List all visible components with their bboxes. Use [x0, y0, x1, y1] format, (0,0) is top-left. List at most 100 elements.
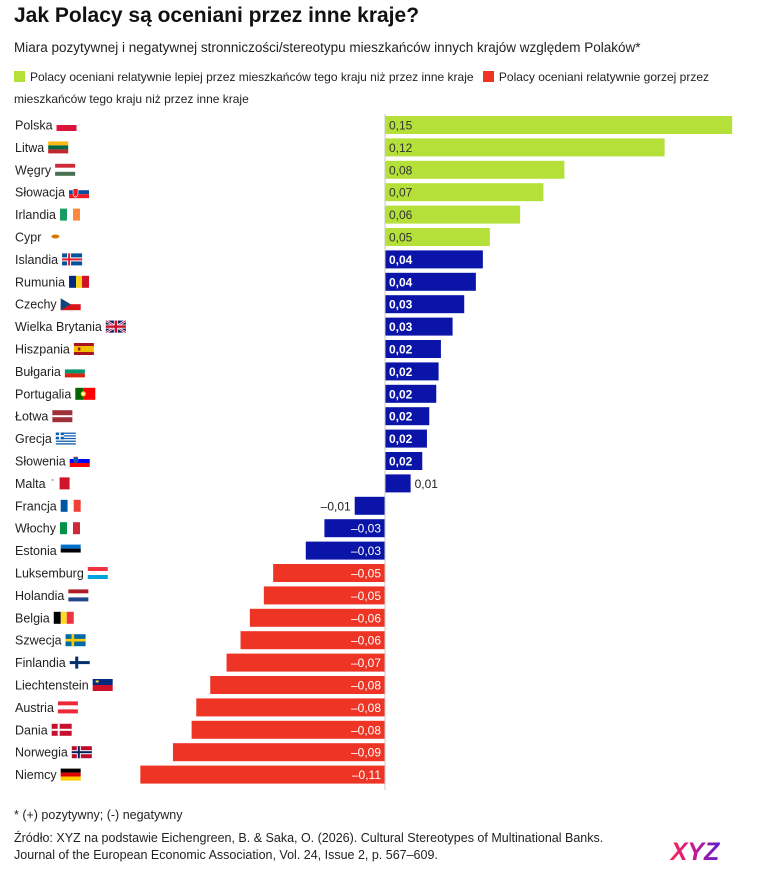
bar-Dania [191, 720, 385, 739]
value-label: 0,02 [389, 343, 413, 357]
legend-label-negative: Polacy oceniani relatywnie gorzej przez … [14, 70, 710, 106]
bar-Finlandia [226, 653, 385, 672]
logo-text: XYZ [669, 838, 721, 864]
flag-mt-icon [49, 477, 70, 490]
country-label: Grecja [15, 432, 52, 446]
flag-li-icon [92, 679, 113, 691]
bar-row: Grecja 0,02 [15, 429, 427, 448]
country-label: Cypr [15, 231, 41, 245]
country-label: Litwa [15, 141, 44, 155]
value-label: –0,06 [351, 634, 381, 648]
bar-row: Liechtenstein –0,08 [15, 676, 385, 694]
footnote: * (+) pozytywny; (-) negatywny [14, 808, 183, 822]
bar-Francja [354, 496, 385, 515]
bar-Austria [196, 698, 385, 717]
value-label: –0,01 [321, 499, 351, 513]
country-label: Portugalia [15, 387, 71, 401]
bar-Litwa [385, 138, 665, 157]
value-label: 0,03 [389, 298, 413, 312]
xyz-logo: XYZ [669, 838, 721, 864]
bar-Islandia [385, 250, 483, 269]
chart-subtitle: Miara pozytywnej i negatywnej stronniczo… [14, 40, 641, 55]
country-label: Włochy [15, 522, 57, 536]
country-label: Rumunia [15, 275, 65, 289]
bar-chart: Polska 0,15 Litwa 0,12 Węgry 0,08 Słowacja 0,07… [15, 114, 733, 790]
flag-de-icon [60, 768, 81, 781]
bar-row: Polska 0,15 [15, 116, 733, 134]
bar-Bułgaria [385, 362, 439, 381]
legend-item-positive: Polacy oceniani relatywnie lepiej przez … [14, 70, 474, 84]
country-label: Norwegia [15, 746, 68, 760]
bar-row: Łotwa 0,02 [15, 407, 430, 426]
source-note: Źródło: XYZ na podstawie Eichengreen, B.… [14, 831, 604, 862]
country-label: Luksemburg [15, 567, 84, 581]
legend-item-negative: Polacy oceniani relatywnie gorzej przez … [14, 70, 709, 106]
value-label: –0,09 [351, 746, 381, 760]
bar-Szwecja [240, 631, 385, 650]
bar-Liechtenstein [210, 676, 385, 694]
flag-se-icon [65, 634, 86, 647]
bar-row: Węgry 0,08 [15, 160, 565, 179]
flag-lv-icon [52, 410, 73, 423]
value-label: 0,05 [389, 231, 413, 245]
bar-row: Malta 0,01 [15, 474, 438, 493]
country-label: Słowacja [15, 186, 65, 200]
flag-no-icon [71, 746, 92, 759]
flag-it-icon [59, 522, 80, 535]
bar-Cypr [385, 228, 490, 246]
flag-ie-icon [60, 208, 80, 221]
flag-at-icon [57, 701, 78, 714]
country-label: Łotwa [15, 410, 48, 424]
value-label: 0,02 [389, 455, 413, 469]
bar-row: Portugalia 0,02 [15, 384, 437, 403]
country-label: Szwecja [15, 634, 62, 648]
bar-row: Czechy 0,03 [15, 295, 465, 314]
legend-swatch-positive [14, 71, 25, 82]
bar-Polska [385, 116, 733, 134]
bar-row: Austria –0,08 [15, 698, 385, 717]
bar-row: Wielka Brytania 0,03 [15, 317, 453, 336]
country-label: Irlandia [15, 208, 56, 222]
country-label: Finlandia [15, 656, 66, 670]
value-label: 0,07 [389, 186, 413, 200]
country-label: Dania [15, 723, 48, 737]
bar-Portugalia [385, 384, 437, 403]
country-label: Hiszpania [15, 343, 70, 357]
value-label: –0,03 [351, 522, 381, 536]
flag-bg-icon [64, 365, 85, 378]
bar-row: Szwecja –0,06 [15, 631, 385, 650]
value-label: –0,05 [351, 567, 381, 581]
bar-Czechy [385, 295, 465, 314]
country-label: Islandia [15, 253, 58, 267]
legend: Polacy oceniani relatywnie lepiej przez … [14, 66, 754, 110]
value-label: 0,02 [389, 432, 413, 446]
value-label: –0,08 [351, 679, 381, 693]
bar-Słowacja [385, 183, 544, 202]
bar-Belgia [249, 608, 385, 627]
flag-nl-icon [68, 589, 89, 602]
country-label: Francja [15, 499, 57, 513]
bar-Irlandia [385, 205, 521, 224]
bar-row: Irlandia 0,06 [15, 205, 521, 224]
country-label: Malta [15, 477, 46, 491]
flag-cz-icon [60, 298, 81, 311]
value-label: 0,08 [389, 163, 413, 177]
bar-Włochy [324, 519, 385, 538]
bar-row: Norwegia –0,09 [15, 743, 385, 762]
flag-gb-icon [105, 319, 127, 334]
bar-row: Włochy –0,03 [15, 519, 385, 538]
flag-be-icon [53, 611, 74, 624]
flag-hu-icon [55, 163, 76, 176]
bar-row: Islandia 0,04 [15, 250, 483, 269]
bar-row: Dania –0,08 [15, 720, 385, 739]
flag-sk-icon [69, 186, 90, 199]
bar-row: Niemcy –0,11 [15, 765, 385, 784]
legend-label-positive: Polacy oceniani relatywnie lepiej przez … [30, 70, 474, 84]
country-label: Węgry [15, 163, 52, 177]
bar-row: Bułgaria 0,02 [15, 362, 439, 381]
bar-Malta [385, 474, 411, 493]
value-label: 0,04 [389, 253, 413, 267]
value-label: –0,03 [351, 544, 381, 558]
country-label: Holandia [15, 589, 64, 603]
flag-si-icon [69, 455, 90, 467]
